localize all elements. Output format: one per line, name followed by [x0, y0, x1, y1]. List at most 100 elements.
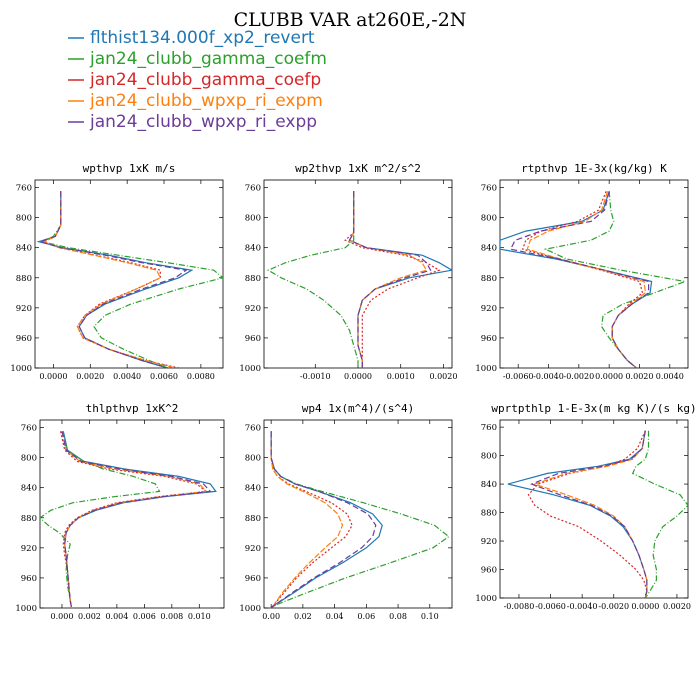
series-line [348, 191, 432, 368]
y-tick-label: 800 [245, 454, 261, 464]
x-tick-label: -0.0040 [533, 372, 564, 381]
y-tick-label: 840 [245, 484, 261, 494]
plot-frame [499, 179, 689, 369]
x-tick-label: 0.002 [78, 612, 101, 621]
y-tick-label: 880 [245, 514, 261, 524]
y-tick-label: 800 [481, 214, 497, 224]
y-tick-label: 920 [16, 304, 32, 314]
plot-frame [39, 419, 225, 609]
series-line [631, 430, 688, 598]
x-tick-label: 0.0020 [76, 372, 104, 381]
y-tick-label: 760 [16, 184, 32, 194]
plot-frame [263, 419, 453, 609]
y-tick-label: 880 [16, 274, 32, 284]
chart-panel: thlpthvp 1xK^2 760 800 840 880 920 960 1000 0.00… [15, 402, 225, 621]
x-tick-label: 0.04 [326, 612, 344, 621]
y-tick-label: 1000 [475, 594, 497, 604]
x-tick-label: 0.0000 [631, 602, 659, 611]
y-tick-label: 1000 [239, 364, 261, 374]
x-tick-label: 0.010 [188, 612, 211, 621]
y-tick-label: 960 [16, 334, 32, 344]
panel-title: wp4 1x(m^4)/(s^4) [302, 402, 415, 415]
series-line [42, 191, 176, 368]
y-tick-label: 800 [481, 452, 497, 462]
x-tick-label: 0.0020 [429, 372, 457, 381]
series-line [61, 431, 208, 608]
y-tick-label: 960 [245, 334, 261, 344]
series-line [527, 430, 648, 598]
chart-panel: wpthvp 1xK m/s 760 800 840 880 920 960 1000 0.00… [10, 162, 224, 381]
chart-panel: wp4 1x(m^4)/(s^4)76080084088092096010000… [239, 402, 453, 621]
series-line [38, 191, 188, 368]
y-tick-label: 960 [481, 566, 497, 576]
x-tick-label: -0.0020 [563, 372, 594, 381]
x-tick-label: -0.0060 [503, 372, 534, 381]
series-line [60, 431, 208, 608]
y-tick-label: 920 [245, 304, 261, 314]
series-line [62, 431, 217, 608]
x-tick-label: 0.000 [51, 612, 74, 621]
series-line [270, 431, 353, 608]
series-line [529, 430, 648, 598]
legend-label: flthist134.000f_xp2_revert [90, 28, 315, 48]
plot-frame [499, 419, 689, 599]
x-tick-label: 0.0000 [39, 372, 67, 381]
x-tick-label: 0.006 [133, 612, 156, 621]
series-line [348, 191, 428, 368]
x-tick-label: -0.0020 [598, 602, 629, 611]
y-tick-label: 880 [21, 514, 37, 524]
y-tick-label: 880 [481, 274, 497, 284]
series-line [526, 191, 647, 368]
y-tick-label: 1000 [239, 604, 261, 614]
series-line [266, 191, 359, 368]
y-tick-label: 1000 [10, 364, 32, 374]
series-line [532, 430, 648, 598]
x-tick-label: 0.10 [421, 612, 439, 621]
x-tick-label: -0.0060 [535, 602, 566, 611]
x-tick-label: 0.0010 [387, 372, 415, 381]
y-tick-label: 840 [21, 484, 37, 494]
chart-panel: wp2thvp 1xK m^2/s^2 760 800 840 880 920 960 100… [239, 162, 457, 381]
x-tick-label: 0.0040 [113, 372, 141, 381]
panel-title: wp2thvp 1xK m^2/s^2 [295, 162, 421, 175]
y-tick-label: 840 [16, 244, 32, 254]
x-tick-label: 0.00 [262, 612, 280, 621]
legend: flthist134.000f_xp2_revertjan24_clubb_ga… [68, 28, 327, 132]
legend-label: jan24_clubb_wpxp_ri_expm [89, 91, 323, 111]
x-tick-label: 0.06 [357, 612, 375, 621]
y-tick-label: 800 [245, 214, 261, 224]
y-tick-label: 920 [21, 544, 37, 554]
panel-title: thlpthvp 1xK^2 [86, 402, 179, 415]
series-line [61, 431, 212, 608]
y-tick-label: 760 [481, 184, 497, 194]
x-tick-label: -0.0010 [300, 372, 331, 381]
legend-label: jan24_clubb_gamma_coefm [89, 49, 327, 69]
panel-title: wpthvp 1xK m/s [83, 162, 176, 175]
y-tick-label: 840 [245, 244, 261, 254]
x-tick-label: 0.0060 [150, 372, 178, 381]
y-tick-label: 1000 [15, 604, 37, 614]
y-tick-label: 760 [481, 423, 497, 433]
x-tick-label: 0.008 [160, 612, 183, 621]
series-line [500, 191, 653, 368]
x-tick-label: -0.0040 [567, 602, 598, 611]
y-tick-label: 960 [245, 574, 261, 584]
y-tick-label: 840 [481, 480, 497, 490]
chart-panel: wprtpthlp 1-E-3x(m kg K)/(s kg) 760 800 840… [475, 402, 696, 611]
series-line [270, 431, 377, 608]
y-tick-label: 800 [21, 454, 37, 464]
y-tick-label: 880 [481, 509, 497, 519]
x-tick-label: 0.0000 [344, 372, 372, 381]
y-tick-label: 960 [481, 334, 497, 344]
y-tick-label: 920 [245, 544, 261, 554]
series-line [40, 191, 223, 368]
plot-frame [34, 179, 224, 369]
y-tick-label: 760 [245, 184, 261, 194]
legend-label: jan24_clubb_wpxp_ri_expp [89, 112, 317, 132]
x-tick-label: 0.0020 [625, 372, 653, 381]
x-tick-label: 0.0000 [595, 372, 623, 381]
x-tick-label: 0.0080 [187, 372, 215, 381]
series-line [543, 191, 688, 368]
panel-title: wprtpthlp 1-E-3x(m kg K)/(s kg) [491, 402, 696, 415]
